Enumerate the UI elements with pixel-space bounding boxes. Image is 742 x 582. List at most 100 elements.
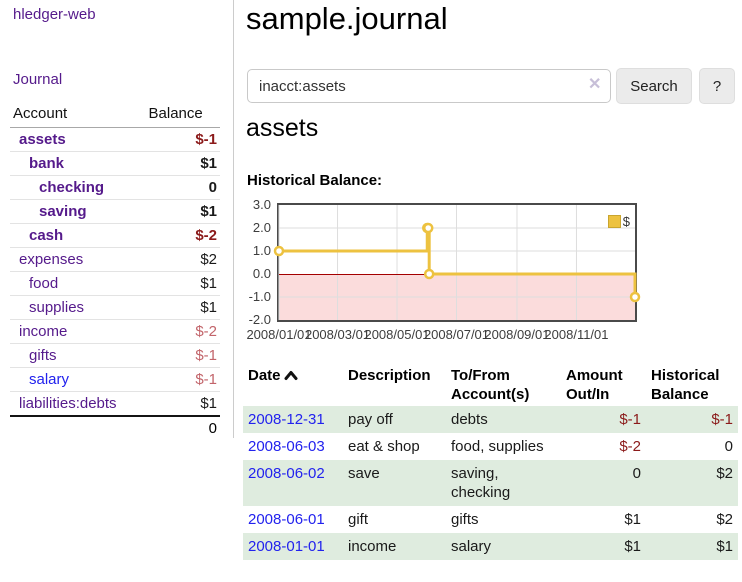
account-name-cell: cash — [10, 223, 146, 248]
sidebar-item-journal[interactable]: Journal — [13, 71, 63, 88]
register-amount-cell: $-2 — [619, 438, 641, 455]
account-link-liabilities-debts[interactable]: liabilities:debts — [19, 395, 117, 412]
account-row: bank $1 — [10, 151, 220, 176]
transaction-date-link[interactable]: 2008-06-01 — [248, 511, 325, 528]
y-tick-label: 2.0 — [252, 220, 271, 235]
y-tick-label: -1.0 — [248, 289, 271, 304]
account-name-cell: bank — [10, 151, 146, 176]
account-row: assets $-1 — [10, 127, 220, 152]
register-header-description: Description — [348, 367, 431, 384]
register-row: 2008-12-31 pay off debts $-1 $-1 — [243, 406, 738, 433]
account-name-cell: food — [10, 271, 146, 296]
search-input[interactable] — [247, 69, 611, 103]
register-accounts-cell: debts — [451, 411, 488, 428]
y-tick-label: 0.0 — [252, 266, 271, 281]
register-header-balance: Historical Balance — [651, 367, 720, 403]
register-balance-cell: 0 — [724, 438, 733, 455]
sidebar-divider — [233, 0, 234, 438]
register-description-cell: pay off — [348, 411, 393, 428]
account-link-gifts[interactable]: gifts — [29, 347, 57, 364]
accounts-total-spacer — [10, 415, 146, 440]
register-amount-cell: $1 — [624, 511, 641, 528]
x-tick-label: 2008/07/01 — [423, 327, 490, 342]
account-balance: 0 — [145, 175, 220, 200]
x-tick-label: 2008/11/01 — [544, 327, 609, 342]
account-row: supplies $1 — [10, 295, 220, 320]
account-balance: $1 — [145, 151, 220, 176]
chart-marker — [423, 268, 435, 280]
transaction-date-link[interactable]: 2008-01-01 — [248, 538, 325, 555]
y-tick-label: 3.0 — [252, 197, 271, 212]
account-name-cell: salary — [10, 367, 146, 392]
account-link-salary[interactable]: salary — [29, 371, 70, 388]
transaction-date-link[interactable]: 2008-12-31 — [248, 411, 325, 428]
x-tick-label: 2008/03/01 — [304, 327, 371, 342]
chart-marker — [273, 245, 285, 257]
account-name-cell: expenses — [10, 247, 146, 272]
account-row: liabilities:debts $1 — [10, 392, 220, 417]
register-row: 2008-01-01 income salary $1 $1 — [243, 533, 738, 560]
account-name-cell: supplies — [10, 295, 146, 320]
account-balance: $2 — [145, 247, 220, 272]
account-link-cash[interactable]: cash — [29, 227, 64, 244]
x-tick-label: 2008/05/01 — [364, 327, 430, 342]
x-tick-label: 2008/01/01 — [246, 327, 312, 342]
transaction-date-link[interactable]: 2008-06-02 — [248, 465, 325, 482]
legend-swatch-icon — [607, 215, 621, 228]
register-date-cell: 2008-01-01 — [243, 533, 343, 560]
account-link-bank[interactable]: bank — [29, 155, 65, 172]
balance-chart-plot-area: $ — [273, 203, 641, 322]
app-brand-link[interactable]: hledger-web — [13, 6, 96, 23]
account-balance: $-2 — [145, 223, 220, 248]
account-name-cell: liabilities:debts — [10, 392, 146, 417]
register-balance-cell: $2 — [716, 511, 733, 528]
help-button[interactable]: ? — [699, 68, 735, 104]
account-row: checking 0 — [10, 175, 220, 200]
account-link-income[interactable]: income — [19, 323, 68, 340]
register-amount-cell: $-1 — [619, 411, 641, 428]
register-row: 2008-06-01 gift gifts $1 $2 — [243, 506, 738, 533]
account-link-expenses[interactable]: expenses — [19, 251, 84, 268]
y-tick-label: 1.0 — [252, 243, 271, 258]
register-date-cell: 2008-06-03 — [243, 433, 343, 460]
register-header-accounts: To/From Account(s) — [451, 367, 530, 403]
account-link-assets[interactable]: assets — [19, 131, 66, 148]
sort-ascending-icon — [284, 367, 298, 386]
account-link-food[interactable]: food — [29, 275, 59, 292]
account-row: income $-2 — [10, 319, 220, 344]
register-date-cell: 2008-06-01 — [243, 506, 343, 533]
account-row: cash $-2 — [10, 223, 220, 248]
account-balance: $-1 — [145, 343, 220, 368]
transaction-date-link[interactable]: 2008-06-03 — [248, 438, 325, 455]
account-balance: $1 — [145, 295, 220, 320]
account-balance: $-2 — [145, 319, 220, 344]
account-balance: $1 — [145, 271, 220, 296]
register-accounts-cell: saving, checking — [451, 465, 511, 501]
clear-search-icon[interactable]: ✕ — [588, 76, 602, 93]
register-header-date[interactable]: Date — [243, 363, 343, 406]
accounts-total-row: 0 — [10, 415, 220, 440]
account-link-checking[interactable]: checking — [39, 179, 105, 196]
register-description-cell: save — [348, 465, 380, 482]
register-accounts-cell: salary — [451, 538, 492, 555]
account-heading: assets — [246, 114, 319, 142]
register-table: Date Description To/From Account(s) Amou… — [243, 363, 738, 560]
accounts-table-header-row: Account Balance — [10, 103, 220, 128]
account-balance: $-1 — [145, 127, 220, 152]
register-balance-cell: $-1 — [711, 411, 733, 428]
account-name-cell: income — [10, 319, 146, 344]
register-amount-cell: 0 — [632, 465, 641, 482]
account-link-supplies[interactable]: supplies — [29, 299, 85, 316]
account-row: expenses $2 — [10, 247, 220, 272]
account-link-saving[interactable]: saving — [39, 203, 87, 220]
chart-marker — [629, 291, 641, 303]
search-button[interactable]: Search — [616, 68, 692, 104]
x-tick-label: 2008/09/01 — [484, 327, 550, 342]
accounts-total-value: 0 — [145, 415, 220, 440]
account-row: saving $1 — [10, 199, 220, 224]
account-balance: $1 — [200, 395, 217, 412]
account-row: food $1 — [10, 271, 220, 296]
page-title: sample.journal — [246, 1, 448, 36]
chart-svg — [273, 205, 641, 320]
